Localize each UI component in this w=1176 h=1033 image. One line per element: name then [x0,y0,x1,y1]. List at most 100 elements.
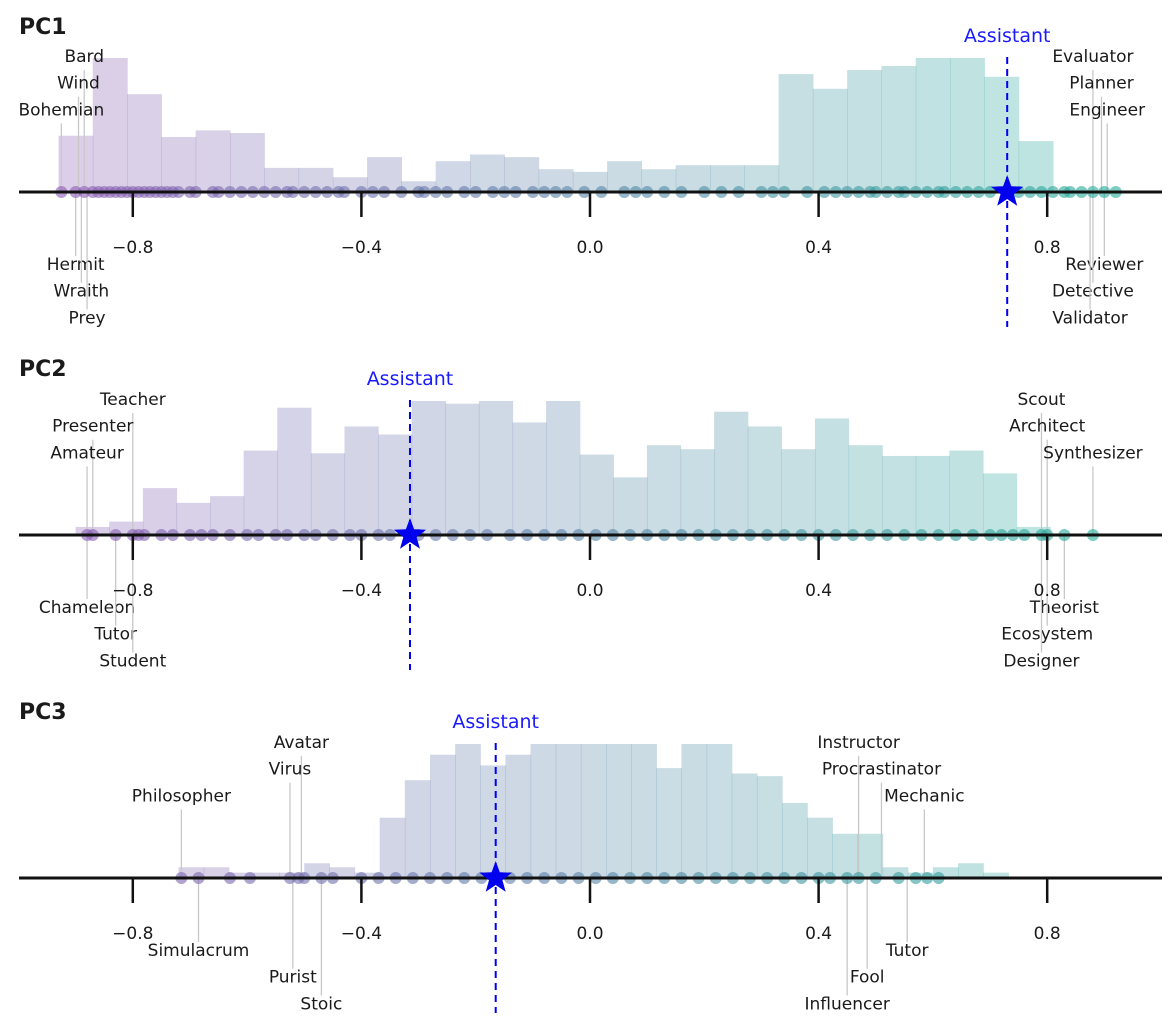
histogram-bar [277,407,312,535]
tick-label: 0.8 [1034,924,1061,944]
panel-pc3: PC3 Avatar Virus Philosopher Instructor Procr… [19,700,1162,1014]
histogram-bar [915,58,951,192]
histogram-bar [579,454,614,535]
histogram-bar [847,70,883,192]
persona-label: Architect [1009,417,1086,437]
histogram [178,744,1009,878]
assistant-label: Assistant [452,711,539,733]
persona-label: Tutor [885,941,929,961]
persona-label: Engineer [1069,100,1145,120]
histogram-bar [195,130,231,192]
histogram-bar [832,833,859,878]
points [175,872,945,884]
persona-label: Avatar [274,733,329,753]
tick-label: 0.8 [1034,238,1061,258]
histogram-bar [984,76,1020,192]
persona-label: Student [99,651,166,671]
assistant-marker: Assistant [964,25,1051,327]
persona-label: Simulacrum [148,941,250,961]
histogram-bar [982,473,1018,535]
histogram-bar [530,744,557,878]
assistant-label: Assistant [367,368,454,390]
persona-label: Wraith [54,282,110,302]
histogram-bar [580,744,607,878]
histogram-bar [680,449,715,535]
tick-label: 0.0 [576,581,603,601]
assistant-marker: Assistant [367,368,454,670]
histogram-bar [781,449,816,535]
histogram-bar [404,780,431,878]
persona-label: Designer [1003,651,1079,671]
histogram-bar [656,768,683,878]
persona-label: Wind [57,74,100,94]
persona-label: Amateur [50,443,124,463]
histogram-bar [915,455,950,535]
histogram-bar [310,453,346,535]
persona-label: Influencer [805,994,890,1014]
persona-label: Theorist [1029,598,1100,618]
histogram-bar [505,754,532,878]
histogram-bar [329,867,356,878]
histogram-bar [958,863,984,878]
histogram-bar [161,137,197,192]
panel-title: PC1 [19,15,67,40]
histogram-bar [882,867,909,878]
persona-label: Hermit [47,255,105,275]
histogram-bar [455,744,481,878]
histogram-bar [631,744,657,878]
histogram-bar [706,744,733,878]
tick-label: −0.4 [341,924,382,944]
histogram-bar [243,450,278,535]
persona-label: Chameleon [39,598,135,618]
persona-label: Bard [64,47,104,67]
histogram [58,58,1054,192]
histogram-bar [778,74,814,192]
persona-label: Bohemian [18,100,104,120]
histogram-bar [512,422,547,535]
histogram-bar [807,817,833,878]
assistant-marker: Assistant [452,711,539,1013]
histogram-bar [253,872,280,878]
persona-label: Virus [269,760,312,780]
histogram-bar [354,872,381,878]
histogram-bar [714,411,749,535]
histogram-bar [983,872,1009,878]
histogram-bar [782,802,808,878]
tick-label: −0.4 [341,238,382,258]
persona-label: Philosopher [132,786,231,806]
persona-label: Teacher [99,390,166,410]
tick-label: 0.4 [805,924,832,944]
histogram-bar [229,133,265,192]
histogram-bar [731,773,758,878]
histogram-bar [857,833,884,878]
assistant-label: Assistant [964,25,1051,47]
histogram-bar [142,488,178,535]
persona-label: Procrastinator [822,760,941,780]
panel-title: PC3 [19,700,67,725]
persona-label: Presenter [52,417,133,437]
histogram-bar [606,744,632,878]
tick-label: −0.8 [112,581,153,601]
histogram-bar [378,434,413,535]
persona-label: Detective [1052,282,1134,302]
histogram-bar [812,88,848,192]
histogram-bar [1018,141,1054,192]
histogram-bar [756,776,783,878]
persona-label: Reviewer [1065,255,1143,275]
histogram-bar [932,867,959,878]
persona-labels: Bard Wind Bohemian Evaluator Planner Engineer… [18,47,1145,328]
histogram-bar [546,401,581,535]
histogram-bar [641,169,677,192]
histogram-bar [210,496,245,535]
tick-label: −0.4 [341,581,382,601]
histogram-bar [228,872,255,878]
tick-label: 0.0 [576,924,603,944]
histogram-bar [92,58,128,192]
persona-label: Stoic [300,994,342,1014]
persona-label: Instructor [817,733,899,753]
tick-label: 0.4 [805,238,832,258]
assistant-star-icon [991,175,1024,206]
histogram-bar [429,754,456,878]
histogram-bar [480,765,507,878]
persona-label: Tutor [93,625,137,645]
